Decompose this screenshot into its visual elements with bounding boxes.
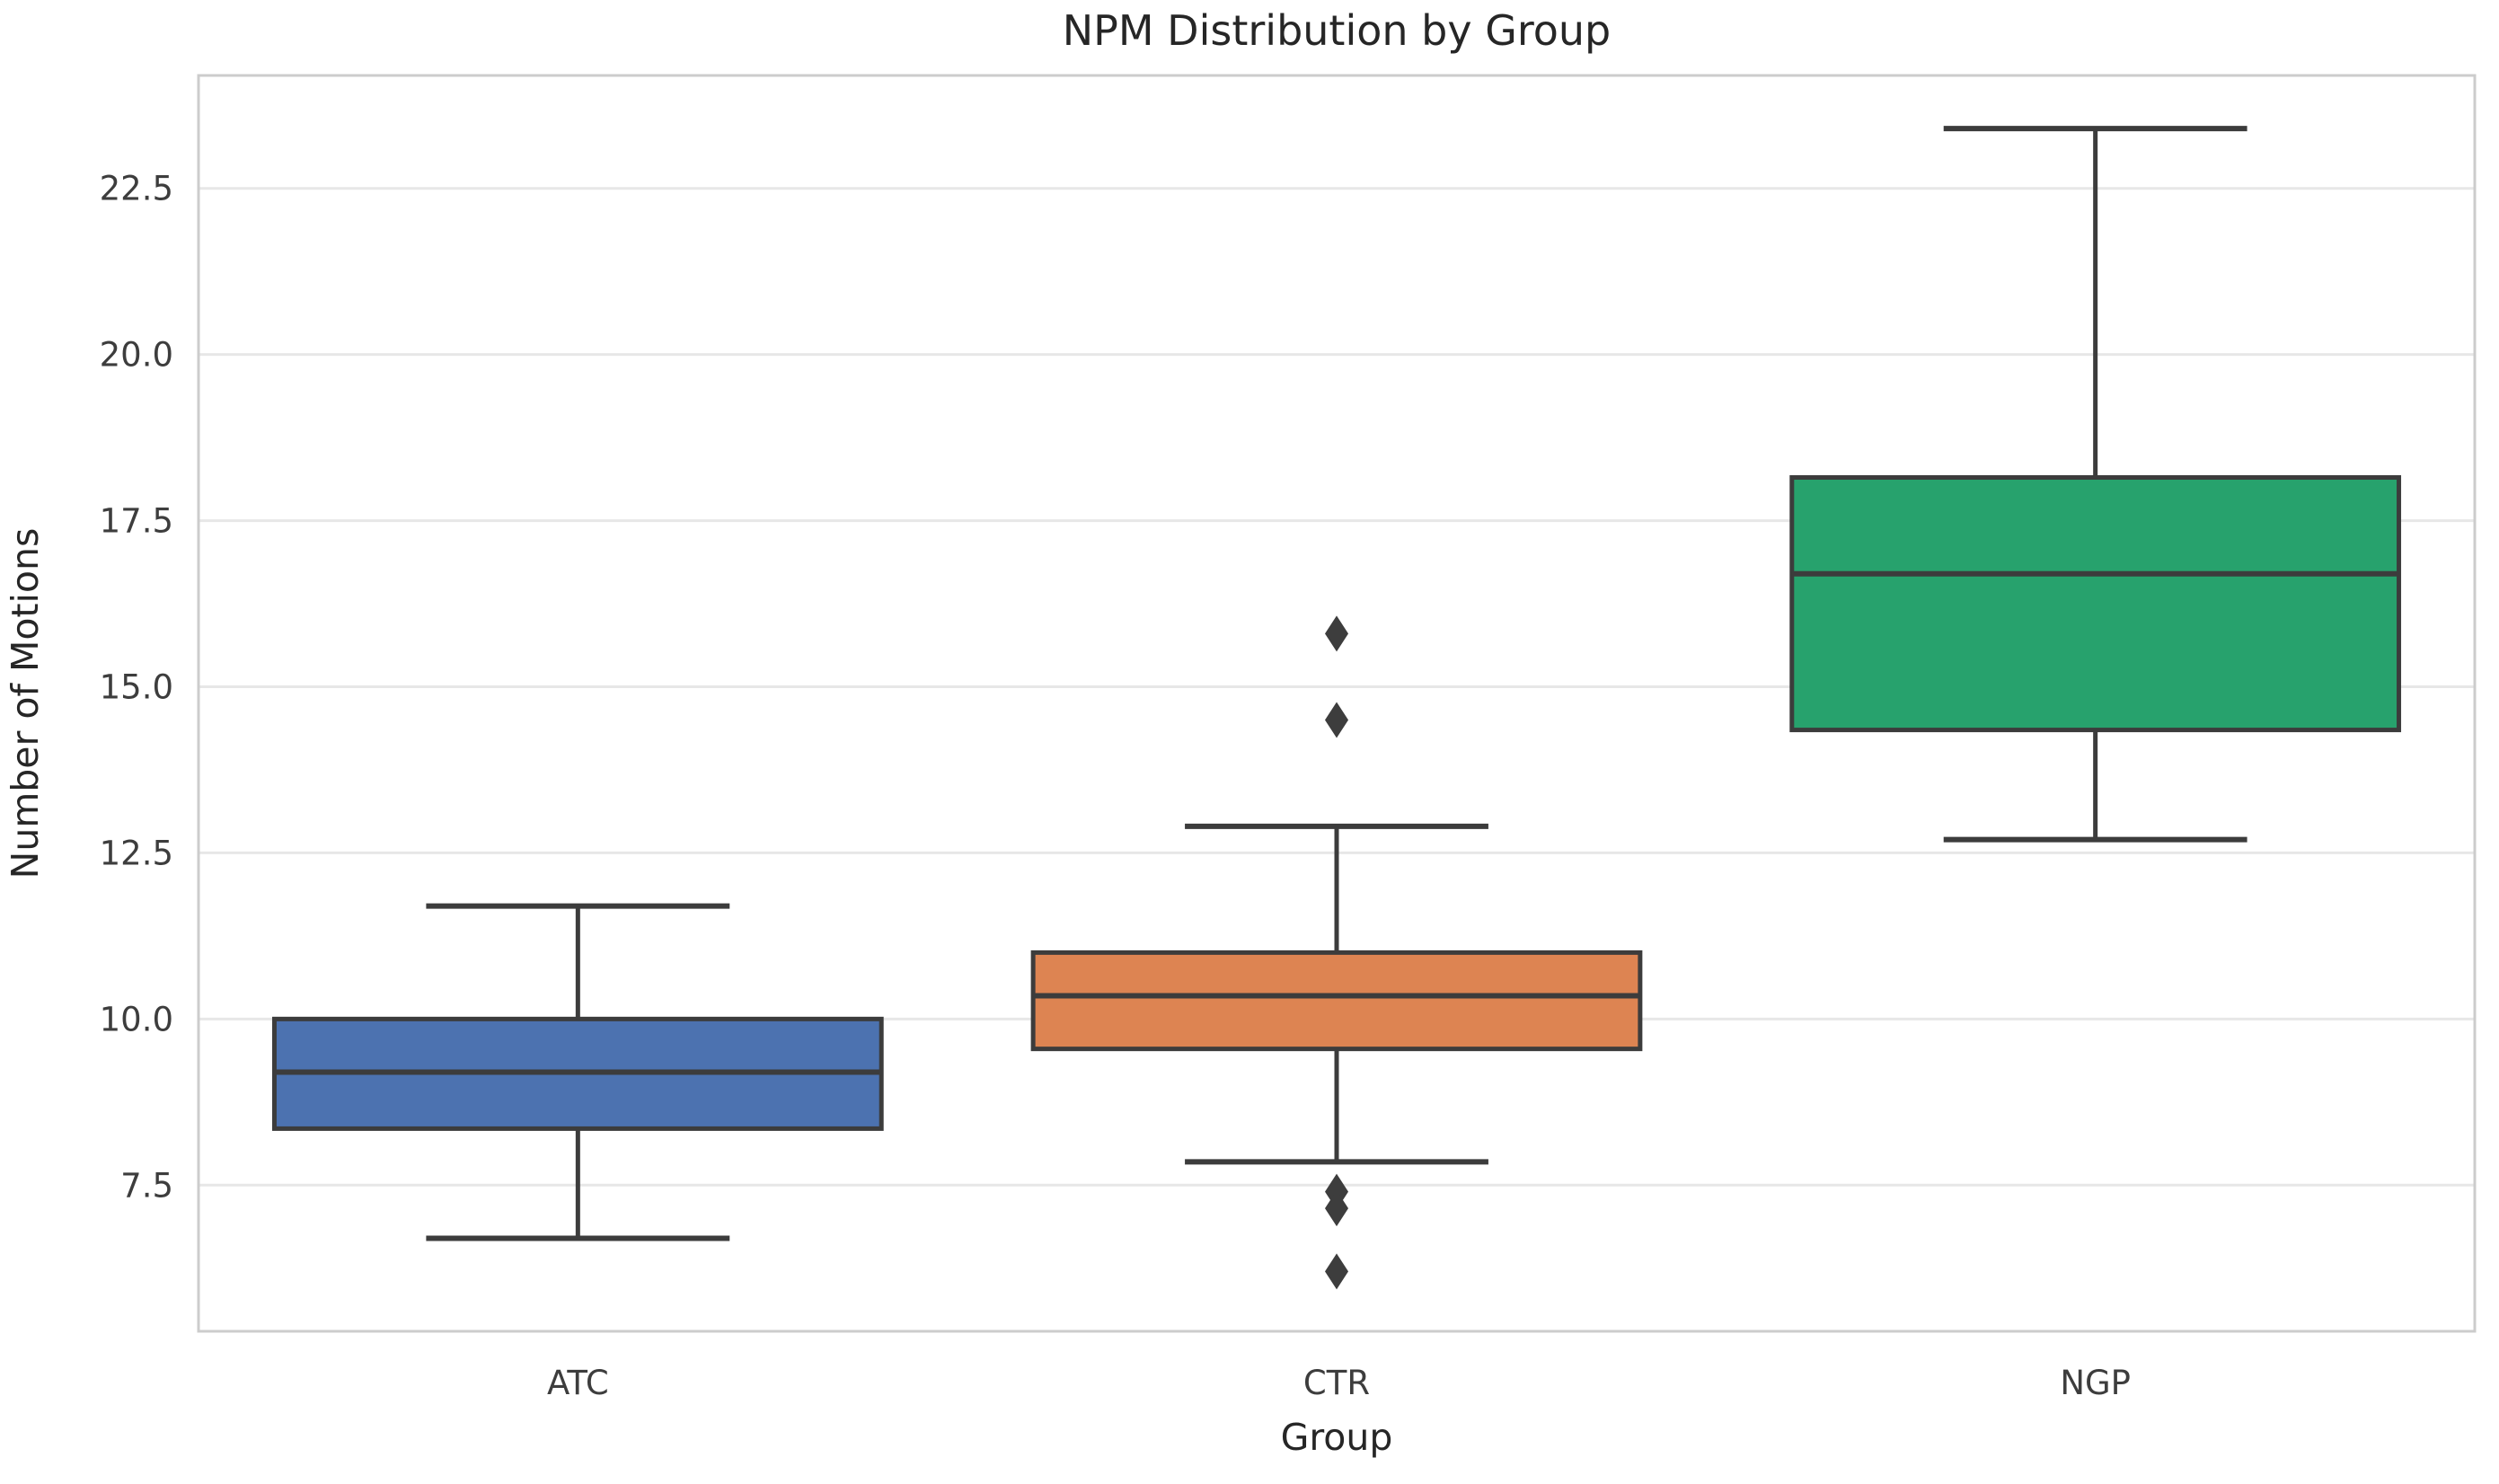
y-axis-label: Number of Motions bbox=[4, 528, 47, 879]
y-tick-label: 12.5 bbox=[100, 834, 173, 872]
boxplot-group-atc bbox=[271, 903, 884, 1241]
plot-area-border bbox=[197, 74, 2477, 1333]
boxplot-group-ngp bbox=[1789, 126, 2402, 843]
x-tick-label-ngp: NGP bbox=[2060, 1364, 2131, 1402]
outlier-diamond-ctr bbox=[1325, 1190, 1348, 1227]
x-tick-label-atc: ATC bbox=[547, 1364, 609, 1402]
box-layer bbox=[271, 126, 2402, 1290]
tick-layer: 7.5 10.0 12.5 15.0 17.5 20.0 22.5 ATC CTR NGP bbox=[100, 170, 2131, 1402]
y-tick-label: 20.0 bbox=[100, 336, 173, 375]
iqr-box-ngp bbox=[1789, 475, 2402, 733]
x-axis-label: Group bbox=[1281, 1416, 1393, 1459]
outlier-diamond-ctr bbox=[1325, 615, 1348, 652]
outlier-diamond-ctr bbox=[1325, 702, 1348, 738]
y-tick-label: 17.5 bbox=[100, 502, 173, 541]
spine-layer bbox=[197, 74, 2477, 1333]
y-tick-label: 22.5 bbox=[100, 170, 173, 208]
y-tick-label: 7.5 bbox=[120, 1166, 173, 1205]
chart-title: NPM Distribution by Group bbox=[1063, 6, 1612, 55]
x-tick-label-ctr: CTR bbox=[1303, 1364, 1370, 1402]
outlier-diamond-ctr bbox=[1325, 1253, 1348, 1290]
boxplot-group-ctr bbox=[1030, 615, 1643, 1290]
y-tick-label: 15.0 bbox=[100, 668, 173, 707]
iqr-box-ctr bbox=[1030, 950, 1643, 1052]
y-tick-label: 10.0 bbox=[100, 1000, 173, 1038]
